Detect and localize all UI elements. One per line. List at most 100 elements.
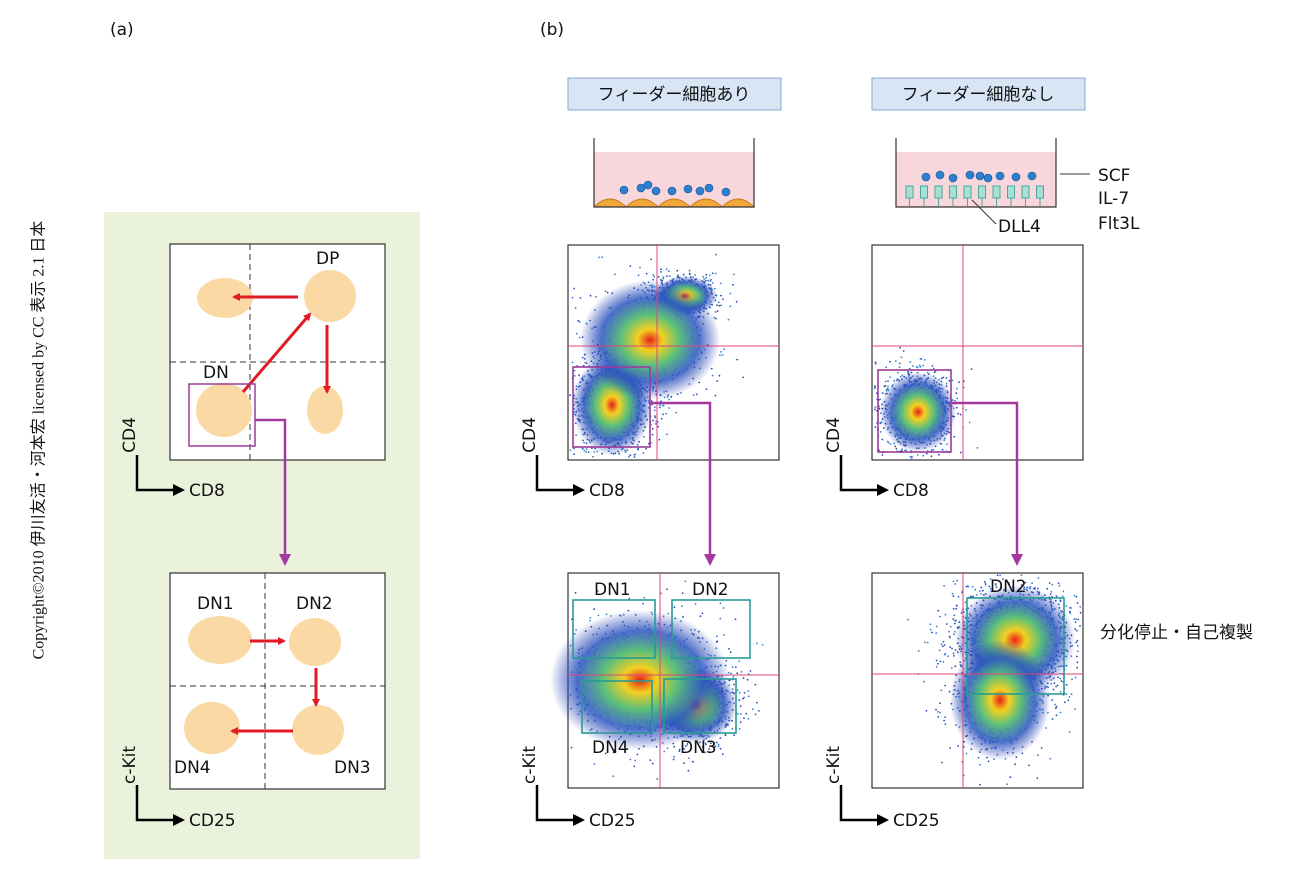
event: [918, 364, 921, 367]
event: [682, 273, 685, 276]
event: [743, 717, 745, 720]
event: [948, 379, 951, 382]
gate: [877, 369, 952, 453]
event: [1079, 625, 1081, 627]
event: [952, 580, 955, 583]
event: [754, 683, 757, 686]
event: [922, 454, 925, 457]
header-box: [871, 77, 1086, 111]
event: [575, 332, 578, 335]
event: [657, 425, 659, 428]
event: [731, 727, 734, 730]
factor: Flt3L: [1098, 214, 1140, 234]
event: [1074, 621, 1077, 624]
event: [889, 360, 891, 363]
gate-arrow: [255, 418, 291, 566]
event: [926, 641, 929, 644]
event: [639, 266, 641, 269]
event: [978, 590, 981, 593]
event: [889, 443, 892, 445]
event: [578, 336, 581, 339]
event: [662, 276, 665, 278]
gate: [572, 599, 656, 659]
event: [592, 455, 594, 458]
event: [957, 595, 960, 598]
event: [655, 423, 657, 425]
event: [947, 655, 949, 658]
event: [668, 398, 670, 401]
event: [949, 636, 951, 639]
event: [919, 365, 922, 368]
event: [662, 413, 664, 416]
event: [953, 622, 956, 625]
event: [1050, 591, 1053, 593]
event: [651, 762, 654, 765]
copyright: Copyright©2010 伊川友活・河本宏 licensed by CC 表…: [30, 221, 48, 660]
event: [573, 375, 576, 377]
event: [901, 448, 903, 450]
event: [668, 407, 670, 409]
event: [956, 397, 959, 400]
event: [883, 385, 886, 388]
arrow: [241, 312, 312, 393]
ligand: [992, 185, 1001, 199]
ligand: [949, 185, 957, 199]
ligand: [1036, 185, 1044, 199]
event: [742, 697, 744, 700]
event: [717, 301, 720, 304]
event: [929, 623, 932, 626]
event: [965, 409, 967, 411]
event: [746, 678, 749, 681]
event: [874, 406, 877, 408]
event: [881, 438, 884, 441]
event: [583, 441, 585, 444]
event: [705, 388, 708, 390]
event: [636, 753, 639, 756]
event: [1075, 618, 1077, 621]
event: [692, 394, 695, 396]
event: [667, 270, 670, 273]
event: [988, 585, 991, 588]
event: [684, 580, 687, 583]
event: [681, 605, 683, 608]
event: [577, 319, 580, 322]
event: [604, 752, 607, 755]
event: [980, 586, 982, 589]
event: [686, 742, 689, 745]
event: [659, 404, 661, 406]
event: [920, 357, 923, 360]
population-label: DN: [203, 363, 229, 383]
cells: [921, 170, 1037, 183]
event: [995, 584, 997, 587]
event: [1068, 696, 1071, 698]
event: [956, 387, 958, 390]
event: [1073, 618, 1076, 620]
event: [672, 758, 675, 761]
event: [673, 755, 675, 758]
event: [715, 741, 718, 744]
event: [573, 453, 576, 455]
event: [612, 751, 615, 754]
event: [595, 295, 597, 298]
event: [665, 412, 667, 415]
event: [628, 455, 630, 458]
event: [694, 274, 696, 276]
event: [673, 606, 676, 609]
event: [729, 292, 732, 295]
population-label: DN3: [334, 758, 371, 778]
event: [738, 660, 741, 662]
population-label: DN1: [197, 594, 234, 614]
density: [880, 372, 956, 452]
event: [735, 300, 738, 303]
event: [951, 592, 954, 595]
event: [924, 359, 926, 361]
event: [654, 406, 656, 408]
event: [593, 608, 596, 611]
event: [721, 753, 724, 756]
event: [681, 615, 684, 618]
event: [731, 666, 734, 668]
event: [956, 579, 959, 582]
event: [952, 652, 955, 655]
event: [1071, 678, 1073, 681]
event: [976, 447, 979, 449]
